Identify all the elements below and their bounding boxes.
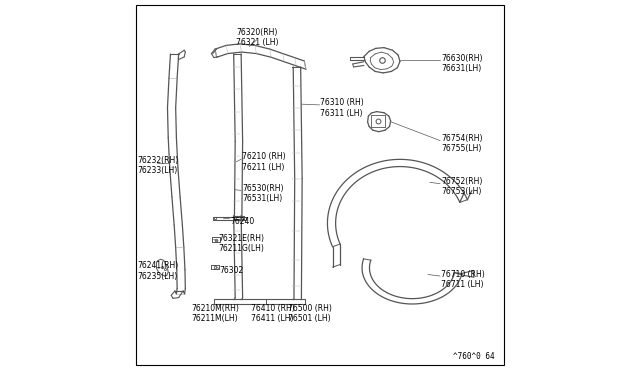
Text: 76500 (RH)
76501 (LH): 76500 (RH) 76501 (LH) (289, 304, 332, 323)
Text: 76752(RH)
76753(LH): 76752(RH) 76753(LH) (441, 177, 483, 196)
Text: 76754(RH)
76755(LH): 76754(RH) 76755(LH) (441, 134, 483, 153)
Text: 76710 (RH)
76711 (LH): 76710 (RH) 76711 (LH) (441, 270, 484, 289)
Text: 76410 (RH)
76411 (LH): 76410 (RH) 76411 (LH) (251, 304, 295, 323)
Text: 76241(RH)
76235(LH): 76241(RH) 76235(LH) (138, 261, 179, 280)
Text: 76630(RH)
76631(LH): 76630(RH) 76631(LH) (441, 54, 483, 73)
Text: 76310 (RH)
76311 (LH): 76310 (RH) 76311 (LH) (320, 98, 364, 118)
Text: 76302: 76302 (220, 266, 244, 275)
Text: ^760^0 64: ^760^0 64 (453, 352, 495, 361)
Text: 76320(RH)
76321 (LH): 76320(RH) 76321 (LH) (236, 28, 278, 47)
Text: 76232(RH)
76233(LH): 76232(RH) 76233(LH) (138, 156, 179, 175)
Text: 76321E(RH)
76211G(LH): 76321E(RH) 76211G(LH) (219, 234, 265, 253)
Text: 76210 (RH)
76211 (LH): 76210 (RH) 76211 (LH) (242, 152, 285, 171)
Text: 76530(RH)
76531(LH): 76530(RH) 76531(LH) (242, 184, 284, 203)
Text: 76210M(RH)
76211M(LH): 76210M(RH) 76211M(LH) (191, 304, 239, 323)
Text: 76240: 76240 (230, 217, 254, 226)
